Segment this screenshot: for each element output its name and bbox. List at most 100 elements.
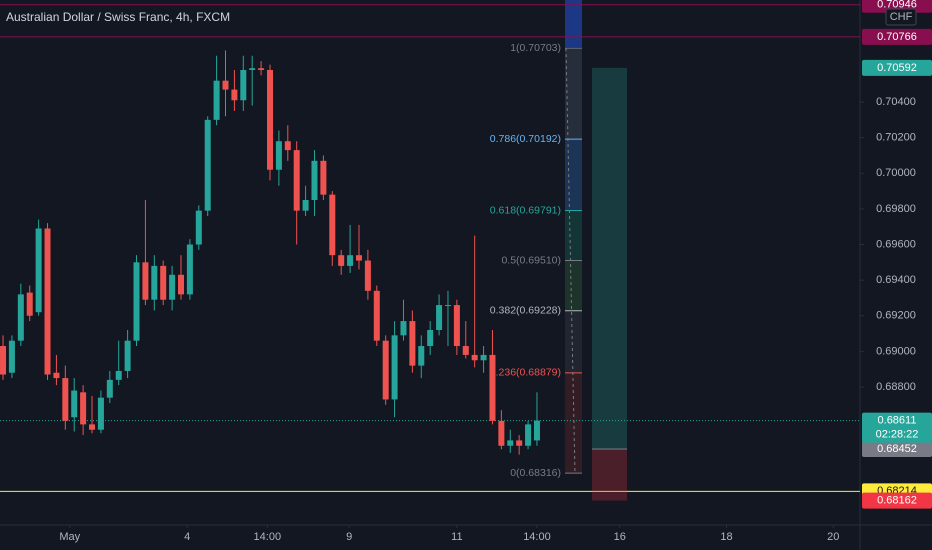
candle-body [0, 346, 7, 375]
candle-body [97, 397, 104, 430]
candle-body [516, 440, 523, 446]
fib-zone [565, 210, 582, 261]
candle-body [525, 424, 532, 446]
x-tick-label: 11 [451, 531, 462, 543]
fib-zone [565, 372, 582, 474]
fib-zone [565, 139, 582, 211]
candle-body [444, 305, 451, 307]
x-tick-label: 16 [614, 531, 626, 543]
candle-body [106, 379, 113, 398]
candle-body [338, 255, 345, 266]
y-tick-label: 0.69800 [876, 203, 916, 215]
candle-body [409, 321, 416, 366]
candle-body [311, 160, 318, 200]
candle-body [62, 378, 69, 421]
fib-label: 0.236(0.68879) [490, 367, 561, 379]
fib-label: 0(0.68316) [510, 467, 561, 479]
y-tick-label: 0.69200 [876, 310, 916, 322]
x-tick-label: 18 [720, 531, 732, 543]
price-tag-label: 0.68162 [877, 495, 917, 507]
position-stop-zone [592, 448, 627, 501]
candle-body [89, 424, 96, 430]
countdown-label: 02:28:22 [876, 429, 919, 441]
candle-body [222, 80, 229, 90]
candle-body [364, 260, 371, 291]
candle-body [17, 294, 24, 341]
fib-label: 0.786(0.70192) [490, 133, 561, 145]
x-tick-label: 9 [346, 531, 352, 543]
candle-body [275, 141, 282, 170]
candle-body [480, 354, 487, 361]
candle-body [320, 160, 327, 195]
y-tick-label: 0.68800 [876, 381, 916, 393]
candle-body [53, 372, 60, 379]
candle-body [249, 68, 256, 70]
currency-label: CHF [890, 11, 913, 23]
candle-body [258, 68, 265, 70]
candle-body [169, 274, 176, 300]
candle-body [240, 69, 247, 101]
fib-label: 0.5(0.69510) [501, 254, 561, 266]
candle-body [115, 370, 122, 380]
candle-body [329, 194, 336, 256]
fib-trend-line [565, 48, 576, 474]
candle-body [400, 321, 407, 336]
candle-body [26, 292, 33, 316]
candle-body [8, 340, 15, 373]
price-tag [862, 28, 932, 45]
price-tag [862, 59, 932, 76]
candle-body [489, 354, 496, 421]
candle-body [71, 390, 78, 418]
candle-body [418, 346, 425, 366]
candle-body [204, 119, 211, 211]
y-tick-label: 0.70000 [876, 167, 916, 179]
price-tag [862, 492, 932, 509]
fib-top-zone [565, 0, 582, 47]
candle-body [35, 228, 42, 313]
candle-body [284, 141, 291, 151]
price-tag-label: 0.68611 [878, 415, 917, 427]
candle-body [498, 420, 505, 446]
candle-body [231, 89, 238, 101]
price-tag-label: 0.70946 [877, 0, 917, 11]
candle-body [80, 392, 87, 425]
y-tick-label: 0.69400 [876, 274, 916, 286]
x-tick-label: 14:00 [254, 531, 282, 543]
candle-body [373, 290, 380, 341]
candle-body [142, 262, 149, 300]
candle-body [151, 265, 158, 300]
main-layer: 1(0.70703) 0.786(0.70192) 0.618(0.69791) 0.… [0, 42, 627, 479]
fib-zone [565, 260, 582, 311]
axis-layer: 0.68800 0.69000 0.69200 0.69400 0.69600 0.698… [59, 0, 932, 543]
candle-body [382, 340, 389, 400]
fib-zone [565, 48, 582, 140]
x-tick-label: 4 [184, 531, 190, 543]
x-tick-label: 20 [827, 531, 839, 543]
fib-zone [565, 310, 582, 373]
candle-body [302, 199, 309, 211]
candle-body [133, 262, 140, 341]
candle-body [391, 335, 398, 400]
price-tag [862, 412, 932, 443]
y-tick-label: 0.70200 [876, 132, 916, 144]
price-tag-label: 0.70766 [877, 31, 917, 43]
candle-body [507, 440, 514, 446]
x-tick-label: 14:00 [523, 531, 551, 543]
candle-body [178, 274, 185, 295]
candle-body [347, 255, 354, 266]
candle-body [471, 354, 478, 361]
price-tag [862, 440, 932, 457]
candle-body [266, 69, 273, 170]
candle-body [186, 244, 193, 295]
candle-body [44, 228, 51, 375]
price-tag-label: 0.68452 [877, 443, 917, 455]
position-target-zone [592, 67, 627, 449]
chart-title: Australian Dollar / Swiss Franc, 4h, FXC… [6, 10, 230, 24]
candle-body [124, 340, 131, 371]
y-tick-label: 0.69000 [876, 345, 916, 357]
fib-label: 0.382(0.69228) [490, 305, 561, 317]
candle-body [213, 80, 220, 120]
currency-box [885, 8, 917, 26]
